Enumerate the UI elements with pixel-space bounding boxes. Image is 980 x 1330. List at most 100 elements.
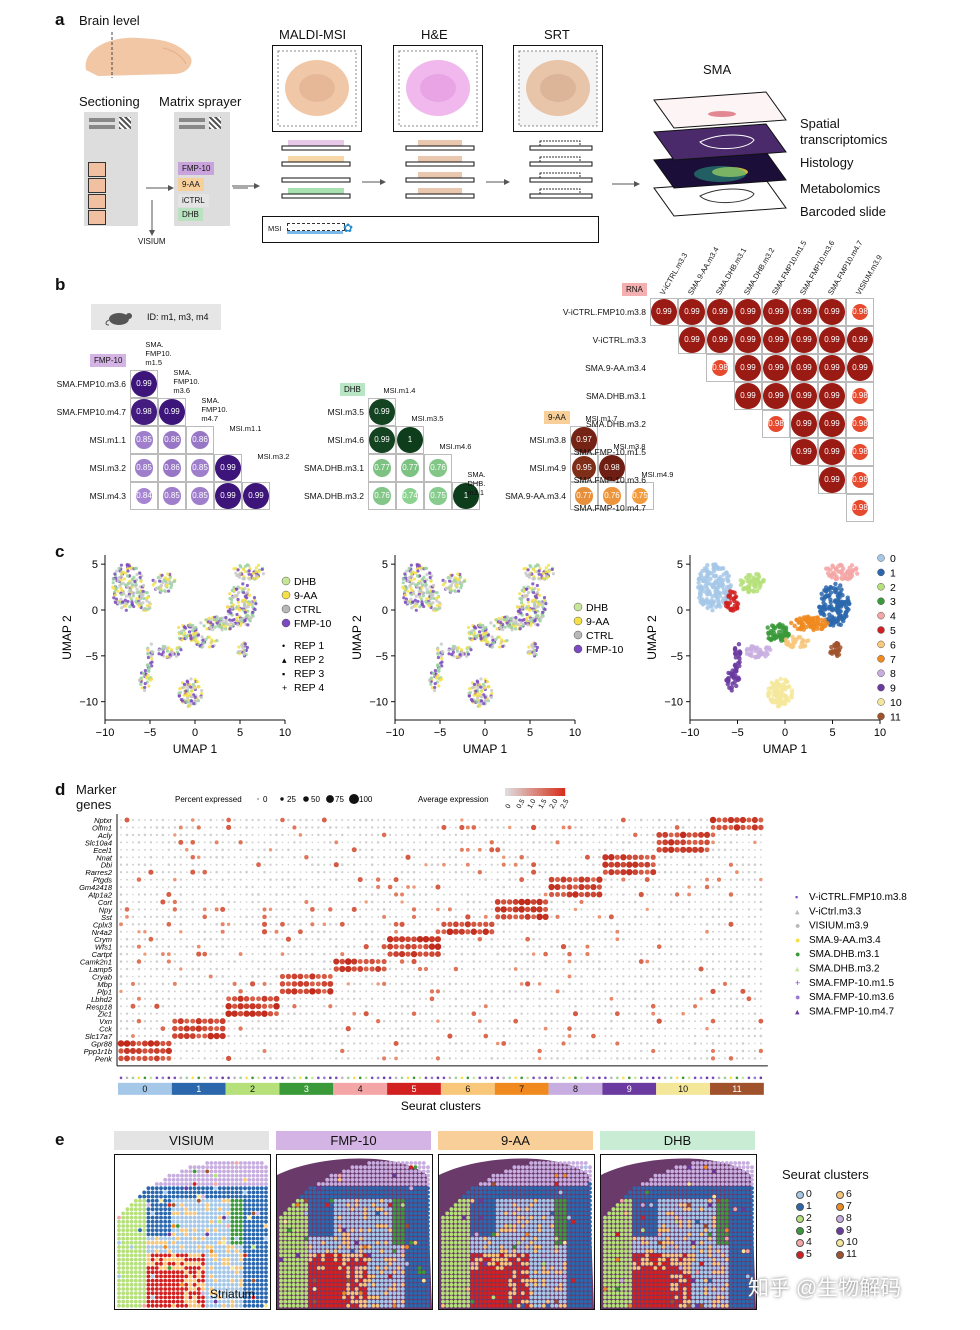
dot [251,908,254,911]
dot [155,819,158,821]
dot [513,862,518,867]
dot [717,938,721,941]
umap-cluster-dot [877,611,885,620]
dot [144,878,146,881]
dot [431,916,433,918]
dot [364,937,368,941]
umap-legend-dot [281,618,291,628]
dot [604,960,607,963]
dot [604,938,607,941]
umap-point [761,579,766,584]
dot [347,871,350,873]
dot [694,923,696,926]
umap-point [143,682,147,686]
dot [167,848,171,852]
dot [718,871,720,874]
dot [448,848,451,851]
dot [718,945,720,948]
umap-point [530,644,534,648]
dot [155,930,159,933]
umap-point [537,572,541,576]
dot [203,878,206,881]
dot [580,856,583,859]
umap-point [819,617,824,623]
umap-point [225,605,230,609]
dot [477,847,482,852]
umap-point [765,625,770,630]
dot [741,901,744,903]
corr-col-label: SMA. FMP10. m3.6 [173,368,200,395]
dot [161,945,164,948]
dot [334,878,338,881]
dot [156,841,158,844]
dot [269,826,272,829]
dot [651,833,655,837]
dot [328,907,333,912]
dot [227,931,230,933]
umap-point [525,612,529,617]
dot [508,938,511,941]
dot [335,856,338,859]
dot [748,856,750,859]
corr-cell [734,382,762,410]
dot [561,884,566,890]
dot [341,871,344,874]
dot [412,863,416,866]
umap-x-tick-label: −5 [144,727,157,739]
matrix-sprayer-label: Matrix sprayer [159,94,242,109]
umap-point [410,606,414,610]
dot [119,900,123,904]
dot [646,893,649,896]
dot [347,834,350,836]
dot [353,863,356,866]
dot [670,886,673,889]
umap-point [773,688,778,694]
umap-point [251,610,255,614]
dot [125,871,129,874]
dot [526,960,529,963]
dot [323,908,326,911]
dot [347,841,349,844]
dot [299,938,302,941]
dot [526,871,529,874]
umap-point [221,616,226,620]
dot [299,923,302,926]
dot [323,945,326,948]
corr-cell [846,298,874,326]
dot [143,923,147,926]
maldi-frame [272,45,362,132]
umap-point [830,608,835,613]
dot [329,819,332,821]
dot [454,841,457,844]
dot [538,818,541,822]
dot [735,841,738,844]
umap-point [117,566,121,570]
dot [520,833,523,837]
dot [699,915,703,919]
dot [652,886,655,889]
umap-legend2-label: FMP-10 [586,644,624,656]
umap-cluster-label: 2 [890,582,896,594]
dot [491,953,493,955]
umap-point [427,604,431,608]
dot [562,930,565,933]
dot [389,848,391,851]
dot [747,915,750,918]
umap-point [794,617,800,622]
umap-point [439,654,443,658]
dot [190,869,196,875]
dot [215,922,219,926]
corr-value: 0.99 [819,299,845,325]
gene-label: Vxn [99,1017,112,1026]
dot [317,908,320,911]
dot [448,833,451,836]
umap-point [236,623,240,627]
dot [460,960,463,963]
dot [520,960,523,963]
dot [239,960,242,963]
dot [305,908,308,911]
umap-point [401,577,405,581]
dot [144,841,146,844]
corr-value: 1 [453,483,479,509]
umap-point [486,633,491,637]
